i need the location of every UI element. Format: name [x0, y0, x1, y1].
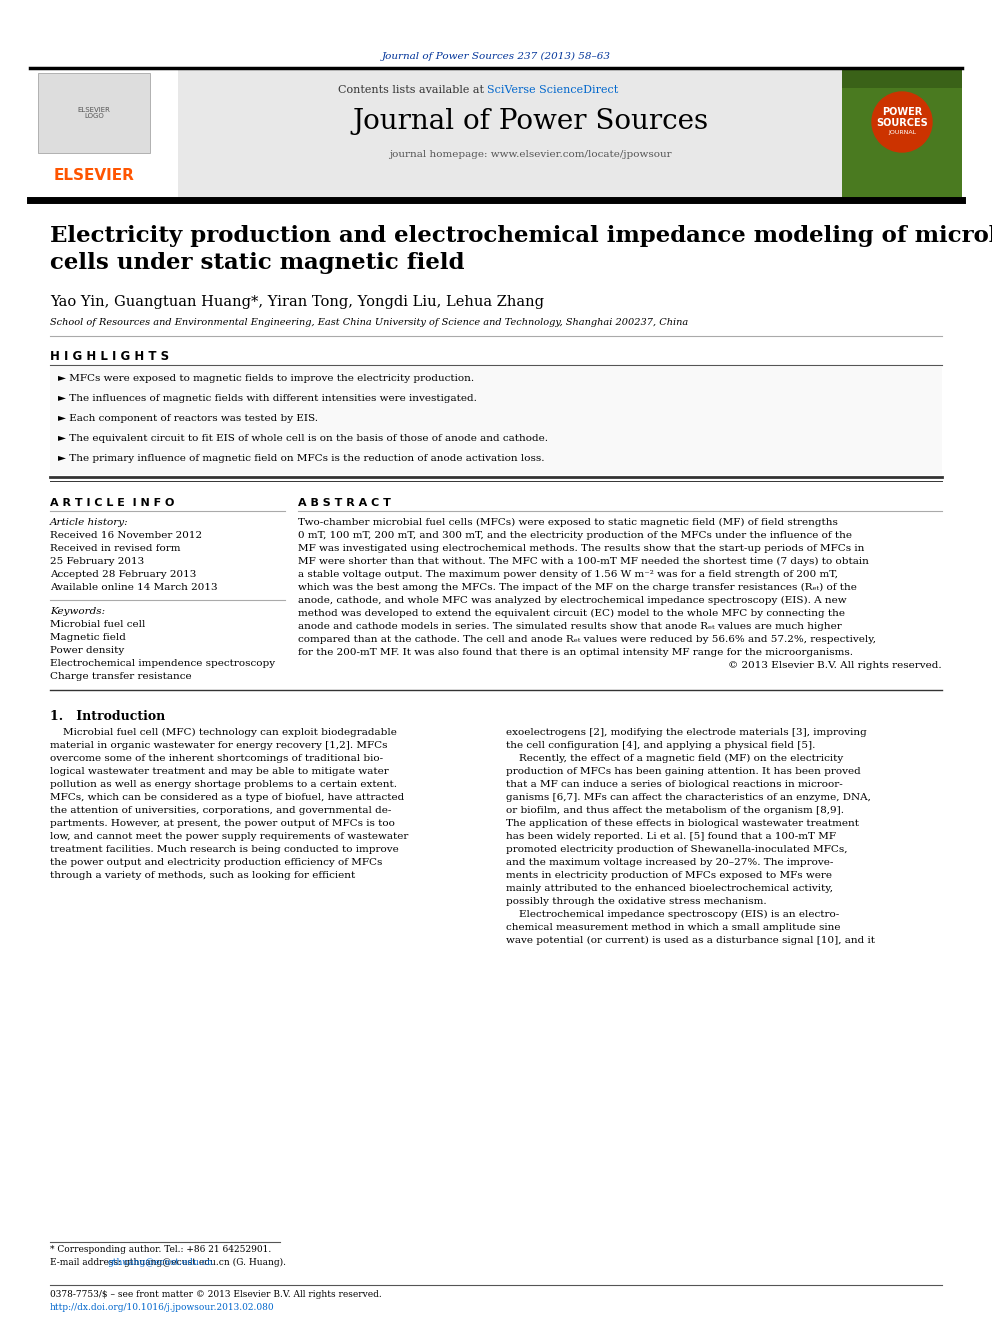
- Text: has been widely reported. Li et al. [5] found that a 100-mT MF: has been widely reported. Li et al. [5] …: [506, 832, 836, 841]
- Text: the attention of universities, corporations, and governmental de-: the attention of universities, corporati…: [50, 806, 392, 815]
- Text: H I G H L I G H T S: H I G H L I G H T S: [50, 351, 169, 363]
- Text: MFCs, which can be considered as a type of biofuel, have attracted: MFCs, which can be considered as a type …: [50, 792, 405, 802]
- Text: method was developed to extend the equivalent circuit (EC) model to the whole MF: method was developed to extend the equiv…: [298, 609, 845, 618]
- Text: A R T I C L E  I N F O: A R T I C L E I N F O: [50, 497, 175, 508]
- Text: Electricity production and electrochemical impedance modeling of microbial fuel
: Electricity production and electrochemic…: [50, 225, 992, 274]
- Text: ► MFCs were exposed to magnetic fields to improve the electricity production.: ► MFCs were exposed to magnetic fields t…: [58, 374, 474, 382]
- Text: 0 mT, 100 mT, 200 mT, and 300 mT, and the electricity production of the MFCs und: 0 mT, 100 mT, 200 mT, and 300 mT, and th…: [298, 531, 852, 540]
- Text: MF was investigated using electrochemical methods. The results show that the sta: MF was investigated using electrochemica…: [298, 544, 864, 553]
- Text: Article history:: Article history:: [50, 519, 129, 527]
- Text: journal homepage: www.elsevier.com/locate/jpowsour: journal homepage: www.elsevier.com/locat…: [389, 149, 672, 159]
- Text: partments. However, at present, the power output of MFCs is too: partments. However, at present, the powe…: [50, 819, 395, 828]
- Text: ► The primary influence of magnetic field on MFCs is the reduction of anode acti: ► The primary influence of magnetic fiel…: [58, 454, 545, 463]
- Text: 0378-7753/$ – see front matter © 2013 Elsevier B.V. All rights reserved.: 0378-7753/$ – see front matter © 2013 El…: [50, 1290, 382, 1299]
- Text: which was the best among the MFCs. The impact of the MF on the charge transfer r: which was the best among the MFCs. The i…: [298, 583, 857, 593]
- Text: SciVerse ScienceDirect: SciVerse ScienceDirect: [487, 85, 618, 95]
- Text: Electrochemical impedance spectroscopy (EIS) is an electro-: Electrochemical impedance spectroscopy (…: [506, 910, 839, 919]
- Text: a stable voltage output. The maximum power density of 1.56 W m⁻² was for a field: a stable voltage output. The maximum pow…: [298, 570, 838, 579]
- Text: treatment facilities. Much research is being conducted to improve: treatment facilities. Much research is b…: [50, 845, 399, 855]
- Text: Magnetic field: Magnetic field: [50, 632, 126, 642]
- Text: Microbial fuel cell (MFC) technology can exploit biodegradable: Microbial fuel cell (MFC) technology can…: [50, 728, 397, 737]
- FancyBboxPatch shape: [842, 70, 962, 200]
- Text: ► The equivalent circuit to fit EIS of whole cell is on the basis of those of an: ► The equivalent circuit to fit EIS of w…: [58, 434, 548, 443]
- Text: http://dx.doi.org/10.1016/j.jpowsour.2013.02.080: http://dx.doi.org/10.1016/j.jpowsour.201…: [50, 1303, 275, 1312]
- Text: ► The influences of magnetic fields with different intensities were investigated: ► The influences of magnetic fields with…: [58, 394, 477, 404]
- Text: Power density: Power density: [50, 646, 124, 655]
- FancyBboxPatch shape: [842, 70, 962, 89]
- Text: School of Resources and Environmental Engineering, East China University of Scie: School of Resources and Environmental En…: [50, 318, 688, 327]
- Text: overcome some of the inherent shortcomings of traditional bio-: overcome some of the inherent shortcomin…: [50, 754, 383, 763]
- Text: production of MFCs has been gaining attention. It has been proved: production of MFCs has been gaining atte…: [506, 767, 861, 777]
- Text: Received 16 November 2012: Received 16 November 2012: [50, 531, 202, 540]
- Text: Keywords:: Keywords:: [50, 607, 105, 617]
- FancyBboxPatch shape: [30, 70, 178, 200]
- Text: material in organic wastewater for energy recovery [1,2]. MFCs: material in organic wastewater for energ…: [50, 741, 388, 750]
- Text: SOURCES: SOURCES: [876, 118, 928, 128]
- Text: Charge transfer resistance: Charge transfer resistance: [50, 672, 191, 681]
- Text: * Corresponding author. Tel.: +86 21 64252901.: * Corresponding author. Tel.: +86 21 642…: [50, 1245, 271, 1254]
- Text: anode, cathode, and whole MFC was analyzed by electrochemical impedance spectros: anode, cathode, and whole MFC was analyz…: [298, 595, 846, 605]
- Text: the cell configuration [4], and applying a physical field [5].: the cell configuration [4], and applying…: [506, 741, 815, 750]
- Text: Contents lists available at: Contents lists available at: [337, 85, 487, 95]
- Text: the power output and electricity production efficiency of MFCs: the power output and electricity product…: [50, 859, 382, 867]
- FancyBboxPatch shape: [38, 73, 150, 153]
- Text: for the 200-mT MF. It was also found that there is an optimal intensity MF range: for the 200-mT MF. It was also found tha…: [298, 648, 853, 658]
- Text: chemical measurement method in which a small amplitude sine: chemical measurement method in which a s…: [506, 923, 840, 931]
- Text: POWER: POWER: [882, 107, 923, 116]
- Text: ELSEVIER: ELSEVIER: [54, 168, 135, 183]
- Text: A B S T R A C T: A B S T R A C T: [298, 497, 391, 508]
- Text: compared than at the cathode. The cell and anode Rₑₜ values were reduced by 56.6: compared than at the cathode. The cell a…: [298, 635, 876, 644]
- Text: that a MF can induce a series of biological reactions in microor-: that a MF can induce a series of biologi…: [506, 781, 843, 789]
- Text: anode and cathode models in series. The simulated results show that anode Rₑₜ va: anode and cathode models in series. The …: [298, 622, 842, 631]
- Text: ganisms [6,7]. MFs can affect the characteristics of an enzyme, DNA,: ganisms [6,7]. MFs can affect the charac…: [506, 792, 871, 802]
- Text: Two-chamber microbial fuel cells (MFCs) were exposed to static magnetic field (M: Two-chamber microbial fuel cells (MFCs) …: [298, 519, 838, 527]
- Text: Accepted 28 February 2013: Accepted 28 February 2013: [50, 570, 196, 579]
- Text: Microbial fuel cell: Microbial fuel cell: [50, 620, 146, 628]
- Text: low, and cannot meet the power supply requirements of wastewater: low, and cannot meet the power supply re…: [50, 832, 409, 841]
- Text: Received in revised form: Received in revised form: [50, 544, 181, 553]
- Text: through a variety of methods, such as looking for efficient: through a variety of methods, such as lo…: [50, 871, 355, 880]
- Text: Journal of Power Sources: Journal of Power Sources: [352, 108, 708, 135]
- FancyBboxPatch shape: [50, 366, 942, 475]
- Text: mainly attributed to the enhanced bioelectrochemical activity,: mainly attributed to the enhanced bioele…: [506, 884, 833, 893]
- Text: ments in electricity production of MFCs exposed to MFs were: ments in electricity production of MFCs …: [506, 871, 832, 880]
- Text: exoelectrogens [2], modifying the electrode materials [3], improving: exoelectrogens [2], modifying the electr…: [506, 728, 867, 737]
- Text: © 2013 Elsevier B.V. All rights reserved.: © 2013 Elsevier B.V. All rights reserved…: [728, 662, 942, 669]
- Text: promoted electricity production of Shewanella-inoculated MFCs,: promoted electricity production of Shewa…: [506, 845, 847, 855]
- Text: ► Each component of reactors was tested by EIS.: ► Each component of reactors was tested …: [58, 414, 318, 423]
- Text: logical wastewater treatment and may be able to mitigate water: logical wastewater treatment and may be …: [50, 767, 389, 777]
- Text: Journal of Power Sources 237 (2013) 58–63: Journal of Power Sources 237 (2013) 58–6…: [382, 52, 610, 61]
- Text: Recently, the effect of a magnetic field (MF) on the electricity: Recently, the effect of a magnetic field…: [506, 754, 843, 763]
- Text: gthuang@ecust.edu.cn: gthuang@ecust.edu.cn: [107, 1258, 212, 1267]
- Text: E-mail address: gthuang@ecust.edu.cn (G. Huang).: E-mail address: gthuang@ecust.edu.cn (G.…: [50, 1258, 286, 1267]
- Circle shape: [872, 93, 932, 152]
- Text: Available online 14 March 2013: Available online 14 March 2013: [50, 583, 217, 591]
- Text: pollution as well as energy shortage problems to a certain extent.: pollution as well as energy shortage pro…: [50, 781, 397, 789]
- Text: MF were shorter than that without. The MFC with a 100-mT MF needed the shortest : MF were shorter than that without. The M…: [298, 557, 869, 566]
- Text: The application of these effects in biological wastewater treatment: The application of these effects in biol…: [506, 819, 859, 828]
- Text: or biofilm, and thus affect the metabolism of the organism [8,9].: or biofilm, and thus affect the metaboli…: [506, 806, 844, 815]
- Text: ELSEVIER
LOGO: ELSEVIER LOGO: [77, 106, 110, 119]
- Text: 1.   Introduction: 1. Introduction: [50, 710, 166, 722]
- FancyBboxPatch shape: [30, 70, 962, 200]
- Text: Electrochemical impendence spectroscopy: Electrochemical impendence spectroscopy: [50, 659, 275, 668]
- Text: and the maximum voltage increased by 20–27%. The improve-: and the maximum voltage increased by 20–…: [506, 859, 833, 867]
- Text: JOURNAL: JOURNAL: [888, 130, 916, 135]
- Text: Yao Yin, Guangtuan Huang*, Yiran Tong, Yongdi Liu, Lehua Zhang: Yao Yin, Guangtuan Huang*, Yiran Tong, Y…: [50, 295, 544, 310]
- Text: wave potential (or current) is used as a disturbance signal [10], and it: wave potential (or current) is used as a…: [506, 935, 875, 945]
- Text: 25 February 2013: 25 February 2013: [50, 557, 144, 566]
- Text: possibly through the oxidative stress mechanism.: possibly through the oxidative stress me…: [506, 897, 767, 906]
